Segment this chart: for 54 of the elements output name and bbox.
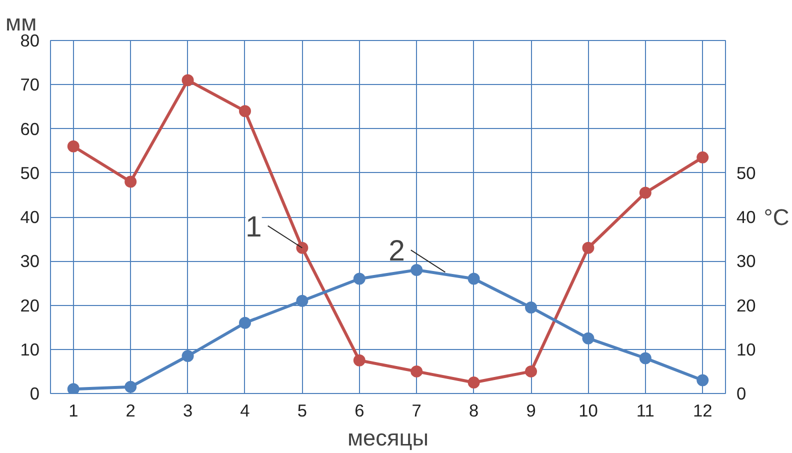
x-tick-label: 7 [412, 400, 422, 420]
point [525, 301, 538, 314]
y2-axis-title: °C [764, 204, 790, 230]
x-tick-label: 6 [354, 400, 364, 420]
point [582, 242, 594, 254]
point [353, 354, 366, 366]
y2-tick-label: 10 [736, 339, 756, 360]
y-tick-label: 30 [20, 251, 40, 272]
y-tick-label: 40 [20, 207, 40, 227]
y-tick-label: 20 [20, 295, 40, 316]
x-tick-label: 8 [468, 400, 479, 420]
point [525, 365, 538, 378]
x-tick-label: 10 [578, 400, 598, 420]
point [696, 374, 709, 386]
x-tick-label: 3 [182, 400, 193, 420]
x-tick-label: 1 [68, 400, 78, 420]
y-tick-label: 10 [20, 339, 40, 360]
point [182, 350, 194, 362]
y-tick-label: 0 [30, 384, 40, 404]
x-tick-label: 12 [692, 400, 712, 420]
y-tick-label: 70 [20, 74, 40, 95]
y-tick-label: 50 [20, 162, 40, 183]
point [296, 242, 308, 254]
x-tick-label: 9 [526, 400, 536, 420]
point [639, 352, 652, 364]
point [182, 74, 194, 86]
point [696, 151, 709, 164]
point [124, 380, 137, 393]
point [67, 383, 80, 394]
x-axis-title: месяцы [347, 424, 429, 450]
y2-tick-label: 0 [736, 384, 746, 404]
point [468, 272, 480, 285]
annotation: 1 [246, 210, 262, 244]
point [410, 365, 423, 378]
point [639, 186, 652, 199]
x-tick-label: 5 [297, 400, 308, 420]
x-tick-label: 11 [636, 400, 654, 420]
y2-tick-label: 20 [736, 295, 756, 316]
y2-tick-label: 30 [736, 251, 756, 272]
point [353, 272, 366, 285]
point [238, 105, 251, 118]
annotation: 2 [388, 234, 405, 268]
x-tick-label: 4 [240, 400, 250, 420]
point [67, 140, 80, 152]
x-tick-label: 2 [126, 400, 136, 420]
y2-tick-label: 40 [736, 207, 756, 227]
point [410, 264, 423, 276]
point [582, 332, 594, 344]
point [468, 376, 480, 388]
point [296, 294, 308, 307]
point [124, 176, 137, 188]
y-tick-label: 60 [20, 118, 40, 139]
point [238, 316, 251, 329]
y2-tick-label: 50 [736, 162, 756, 183]
